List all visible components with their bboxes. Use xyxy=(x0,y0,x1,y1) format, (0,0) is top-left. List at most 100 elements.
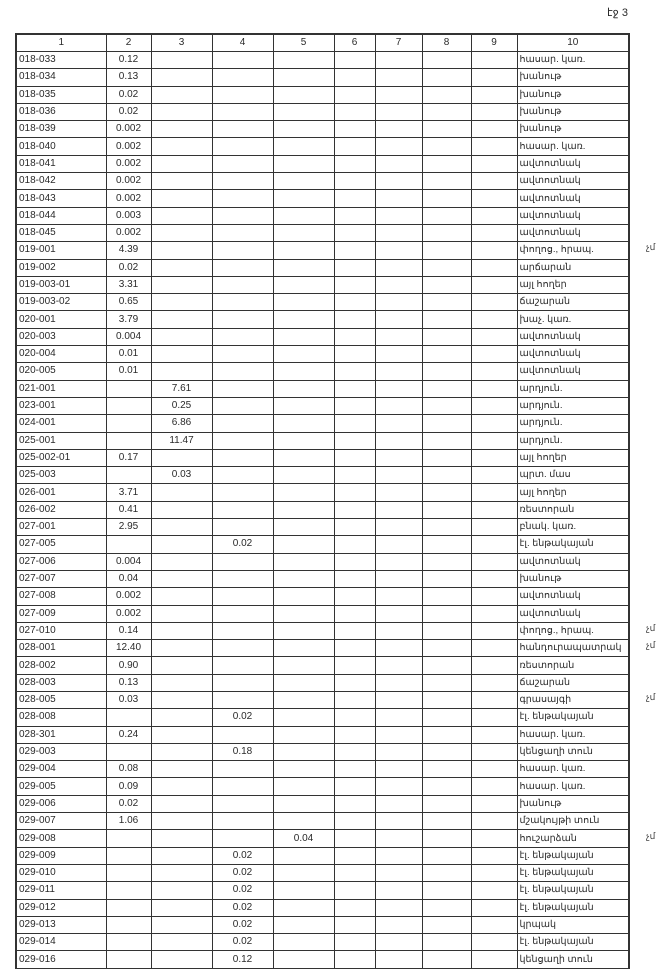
land-use-cell: էլ. ենթակայան xyxy=(516,708,630,727)
area-cell-col4 xyxy=(211,293,274,312)
area-cell-col5 xyxy=(272,673,335,692)
area-cell-col5 xyxy=(272,345,335,364)
area-cell-col2 xyxy=(105,466,152,485)
area-cell-col2: 0.04 xyxy=(105,569,152,589)
land-parcel-table: 1 2 3 4 5 6 7 8 9 10 018-033 0.12 հասար. կառ. 018-03… xyxy=(15,33,630,969)
area-cell-col8 xyxy=(421,881,472,900)
area-cell-col5 xyxy=(272,690,335,710)
area-cell-col9 xyxy=(470,154,518,174)
area-cell-col8 xyxy=(421,604,472,623)
area-cell-col3 xyxy=(150,863,213,883)
parcel-code-cell: 029-003 xyxy=(15,742,107,762)
area-cell-col3 xyxy=(150,690,213,710)
area-cell-col7 xyxy=(374,68,423,87)
area-cell-col6 xyxy=(333,881,376,900)
area-cell-col2: 0.004 xyxy=(105,552,152,571)
area-cell-col2: 0.02 xyxy=(105,258,152,277)
column-header-6: 6 xyxy=(333,33,376,52)
area-cell-col9 xyxy=(470,708,518,727)
table-row: 029-003 0.18 կենցաղի տուն xyxy=(15,742,630,762)
area-cell-col7 xyxy=(374,223,423,243)
table-row: 026-001 3.71 այլ հողեր xyxy=(15,483,630,502)
area-cell-col8 xyxy=(421,673,472,692)
area-cell-col7 xyxy=(374,621,423,641)
area-cell-col9 xyxy=(470,621,518,641)
area-cell-col4 xyxy=(211,223,274,243)
area-cell-col4: 0.02 xyxy=(211,933,274,952)
parcel-code-cell: 025-001 xyxy=(15,431,107,450)
area-cell-col8 xyxy=(421,725,472,744)
area-cell-col3 xyxy=(150,621,213,641)
area-cell-col6 xyxy=(333,725,376,744)
table-row: 028-002 0.90 ռեստորան xyxy=(15,656,630,675)
area-cell-col3 xyxy=(150,760,213,779)
table-row: 027-010 0.14 փողոց., հրապ. xyxy=(15,621,630,641)
area-cell-col6 xyxy=(333,310,376,329)
area-cell-col9 xyxy=(470,690,518,710)
area-cell-col7 xyxy=(374,777,423,796)
area-cell-col7 xyxy=(374,656,423,675)
area-cell-col3 xyxy=(150,362,213,381)
land-use-cell: էլ. ենթակայան xyxy=(516,535,630,554)
area-cell-col2: 0.002 xyxy=(105,120,152,139)
area-cell-col8 xyxy=(421,933,472,952)
area-cell-col2: 0.002 xyxy=(105,587,152,606)
area-cell-col5 xyxy=(272,639,335,658)
area-cell-col9 xyxy=(470,223,518,243)
area-cell-col9 xyxy=(470,258,518,277)
area-cell-col6 xyxy=(333,241,376,260)
parcel-code-cell: 029-012 xyxy=(15,898,107,917)
area-cell-col8 xyxy=(421,258,472,277)
parcel-code-cell: 023-001 xyxy=(15,396,107,416)
land-use-cell: կենցաղի տուն xyxy=(516,742,630,762)
area-cell-col2: 12.40 xyxy=(105,639,152,658)
land-use-cell: խանութ xyxy=(516,120,630,139)
area-cell-col7 xyxy=(374,898,423,917)
area-cell-col4 xyxy=(211,241,274,260)
area-cell-col7 xyxy=(374,915,423,935)
area-cell-col2: 3.79 xyxy=(105,310,152,329)
land-use-cell: հասար. կառ. xyxy=(516,777,630,796)
area-cell-col2: 0.002 xyxy=(105,172,152,191)
area-cell-col7 xyxy=(374,881,423,900)
area-cell-col4 xyxy=(211,812,274,831)
area-cell-col8 xyxy=(421,483,472,502)
parcel-code-cell: 018-041 xyxy=(15,154,107,174)
area-cell-col7 xyxy=(374,760,423,779)
area-cell-col9 xyxy=(470,500,518,520)
area-cell-col9 xyxy=(470,293,518,312)
area-cell-col2: 0.03 xyxy=(105,690,152,710)
table-row: 029-005 0.09 հասար. կառ. xyxy=(15,777,630,796)
parcel-code-cell: 029-009 xyxy=(15,846,107,865)
area-cell-col9 xyxy=(470,120,518,139)
area-cell-col6 xyxy=(333,379,376,398)
area-cell-col2: 2.95 xyxy=(105,518,152,537)
area-cell-col6 xyxy=(333,362,376,381)
area-cell-col2: 4.39 xyxy=(105,241,152,260)
land-use-cell: ավտոտնակ xyxy=(516,223,630,243)
area-cell-col3 xyxy=(150,777,213,796)
parcel-code-cell: 018-045 xyxy=(15,223,107,243)
area-cell-col2 xyxy=(105,535,152,554)
area-cell-col2: 0.002 xyxy=(105,223,152,243)
parcel-code-cell: 018-036 xyxy=(15,102,107,122)
area-cell-col4 xyxy=(211,50,274,70)
table-row: 027-006 0.004 ավտոտնակ xyxy=(15,552,630,571)
land-use-cell: ավտոտնակ xyxy=(516,587,630,606)
area-cell-col9 xyxy=(470,742,518,762)
table-row: 018-043 0.002 ավտոտնակ xyxy=(15,189,630,208)
area-cell-col4 xyxy=(211,431,274,450)
area-cell-col3: 0.03 xyxy=(150,466,213,485)
area-cell-col3 xyxy=(150,846,213,865)
area-cell-col8 xyxy=(421,950,472,969)
area-cell-col3: 6.86 xyxy=(150,414,213,433)
area-cell-col2 xyxy=(105,829,152,848)
land-use-cell: էլ. ենթակայան xyxy=(516,881,630,900)
area-cell-col7 xyxy=(374,275,423,295)
area-cell-col2: 0.02 xyxy=(105,794,152,814)
area-cell-col3 xyxy=(150,604,213,623)
area-cell-col7 xyxy=(374,120,423,139)
area-cell-col8 xyxy=(421,466,472,485)
area-cell-col3 xyxy=(150,50,213,70)
area-cell-col4 xyxy=(211,206,274,225)
